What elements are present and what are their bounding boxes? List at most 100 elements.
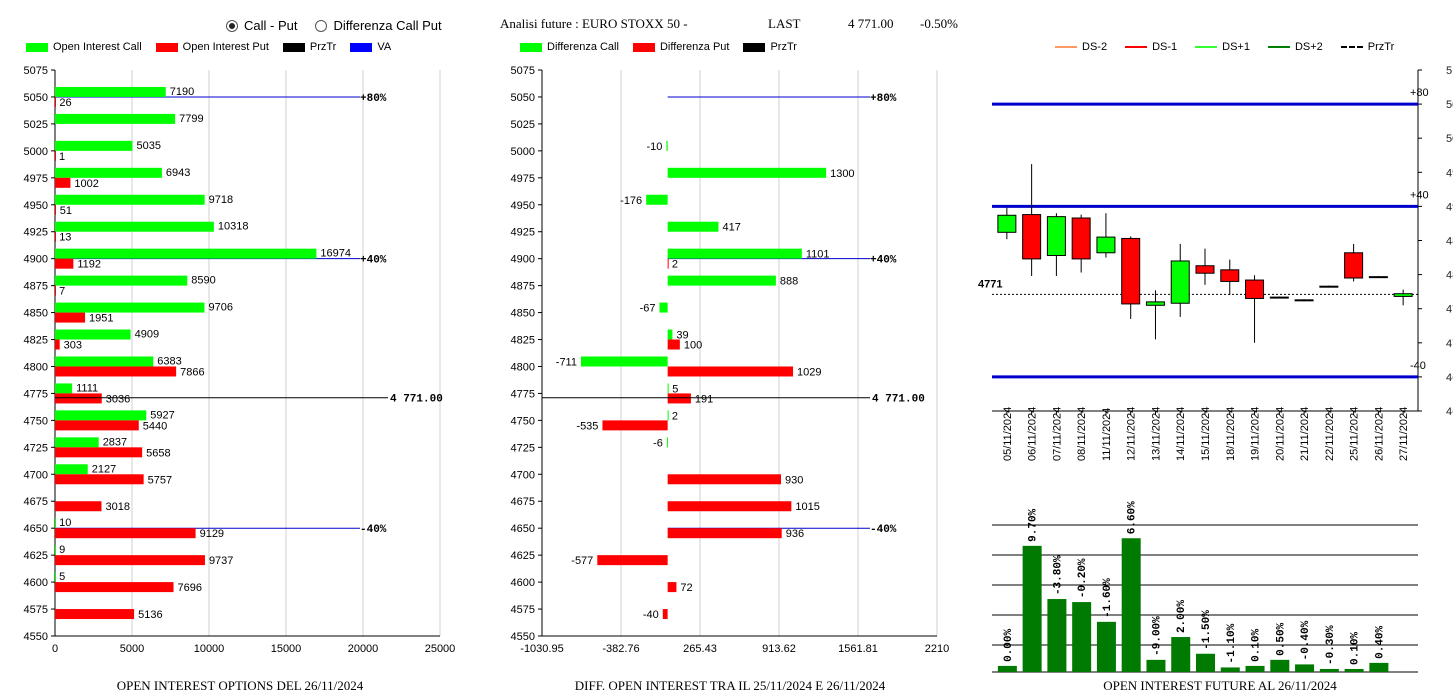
oi-call-label: 5927 (150, 409, 174, 421)
legend-swatch-put (155, 42, 178, 52)
candle-y-tick-label: 5000 (1446, 133, 1453, 145)
oi-y-tick-label: 4675 (24, 496, 48, 508)
candle-level-label: -40 (1410, 360, 1426, 372)
oi-x-tick-label: 20000 (348, 643, 379, 655)
candle-y-tick-label: 5100 (1446, 65, 1453, 77)
oi-put-bar (55, 150, 56, 161)
oi-call-label: 10318 (218, 221, 249, 233)
diff-put-label: 1015 (795, 501, 819, 513)
diff-put-bar (662, 609, 668, 620)
candle-y-tick-label: 4800 (1446, 270, 1453, 282)
candle-body (1096, 236, 1116, 254)
legend-swatch-call (26, 42, 48, 52)
diff-y-tick-label: 4975 (511, 173, 535, 185)
radio-diff-call-put[interactable]: Differenza Call Put (315, 18, 442, 33)
legend-swatch-diff-call (520, 42, 542, 52)
candle-y-tick-label: 4950 (1446, 167, 1453, 179)
oi-x-tick-label: 10000 (194, 643, 225, 655)
candle-y-tick-label: 4750 (1446, 304, 1453, 316)
diff-put-bar (667, 474, 781, 485)
oifut-bar (1047, 599, 1067, 672)
oi-x-tick-label: 15000 (271, 643, 302, 655)
diff-prztr-label: 4 771.00 (872, 394, 925, 406)
candle-body (997, 214, 1017, 233)
diff-y-tick-label: 5000 (511, 146, 535, 158)
radio-diff-dot[interactable] (315, 19, 328, 32)
oifut-bar (1171, 637, 1191, 672)
diff-va-label: -40% (870, 524, 897, 536)
oifut-bar (1196, 653, 1215, 672)
oifut-bar-label: 2.00% (1176, 600, 1188, 633)
diff-put-bar (667, 393, 691, 404)
oifut-bar-label: 0.00% (1003, 629, 1015, 662)
candle-level-label: +40 (1410, 189, 1429, 201)
oi-call-bar (55, 356, 154, 367)
oi-put-label: 5757 (148, 474, 172, 486)
diff-call-bar (666, 140, 668, 151)
diff-y-tick-label: 4625 (511, 550, 535, 562)
candle-x-tick-label: 08/11/2024 (1076, 407, 1088, 461)
candle-body (1022, 214, 1042, 260)
candle-body (1319, 285, 1339, 288)
oi-put-label: 1002 (74, 178, 98, 190)
diff-x-tick-label: -382.76 (602, 643, 639, 655)
legend-candles: DS-2 DS-1 DS+1 DS+2 PrzTr (1055, 41, 1394, 53)
diff-put-label: 930 (785, 474, 803, 486)
oi-call-bar (55, 302, 205, 313)
oi-put-bar (55, 555, 205, 566)
oifut-bar (1146, 659, 1166, 672)
diff-y-tick-label: 4800 (511, 361, 535, 373)
diff-call-label: -6 (653, 437, 663, 449)
oi-call-bar (55, 167, 162, 178)
oi-va-label: -40% (360, 524, 387, 536)
candle-x-tick-label: 26/11/2024 (1373, 407, 1385, 461)
oi-put-label: 1951 (89, 313, 113, 325)
oi-put-label: 26 (59, 97, 71, 109)
radio-call-put-dot[interactable] (226, 19, 238, 32)
oi-put-bar (55, 204, 56, 215)
diff-put-label: 1029 (797, 366, 821, 378)
oi-call-label: 4909 (135, 329, 159, 341)
oifut-bar-label: -0.20% (1077, 558, 1089, 598)
oi-y-tick-label: 5075 (24, 65, 48, 77)
diff-call-label: -176 (620, 195, 642, 207)
oi-y-tick-label: 4850 (24, 308, 48, 320)
oi-call-label: 9 (59, 544, 65, 556)
oi-x-tick-label: 25000 (425, 643, 456, 655)
oi-call-label: 1111 (76, 382, 98, 394)
oi-call-label: 10 (59, 517, 71, 529)
diff-call-label: -10 (647, 141, 663, 153)
candle-x-tick-label: 05/11/2024 (1002, 407, 1014, 461)
oifut-bar-label: -0.40% (1300, 620, 1312, 660)
oi-put-bar (55, 582, 174, 593)
legend-swatch-diff-prztr (743, 42, 766, 52)
diff-y-tick-label: 4900 (511, 254, 535, 266)
caption-diff: DIFF. OPEN INTEREST TRA IL 25/11/2024 E … (574, 678, 886, 693)
oi-put-label: 1192 (77, 259, 101, 271)
diff-put-label: 936 (786, 528, 804, 540)
last-change: -0.50% (920, 16, 958, 31)
candle-body (1245, 279, 1265, 299)
legend-item-ds+2: DS+2 (1267, 41, 1323, 53)
diff-put-bar (667, 501, 792, 512)
oi-call-label: 6943 (166, 167, 190, 179)
oifut-bar-label: -0.30% (1325, 625, 1337, 665)
oi-put-label: 9737 (209, 555, 233, 567)
oi-put-label: 5658 (146, 447, 170, 459)
diff-put-bar (602, 420, 668, 431)
oi-va-label: +40% (360, 255, 387, 267)
diff-call-bar (667, 275, 776, 286)
diff-call-bar (667, 167, 827, 178)
diff-y-tick-label: 4600 (511, 577, 535, 589)
oi-put-bar (55, 366, 177, 377)
oi-put-label: 7 (59, 286, 65, 298)
oi-call-bar (55, 113, 176, 124)
oi-va-label: +80% (360, 93, 387, 105)
oi-y-tick-label: 4550 (24, 631, 48, 643)
candle-x-tick-label: 07/11/2024 (1051, 407, 1063, 461)
caption-oi-options: OPEN INTEREST OPTIONS DEL 26/11/2024 (116, 678, 364, 693)
radio-call-put[interactable]: Call - Put (226, 18, 297, 33)
diff-y-tick-label: 4550 (511, 631, 535, 643)
analysis-title: Analisi future : EURO STOXX 50 - (500, 16, 688, 31)
oi-call-bar (55, 275, 188, 286)
